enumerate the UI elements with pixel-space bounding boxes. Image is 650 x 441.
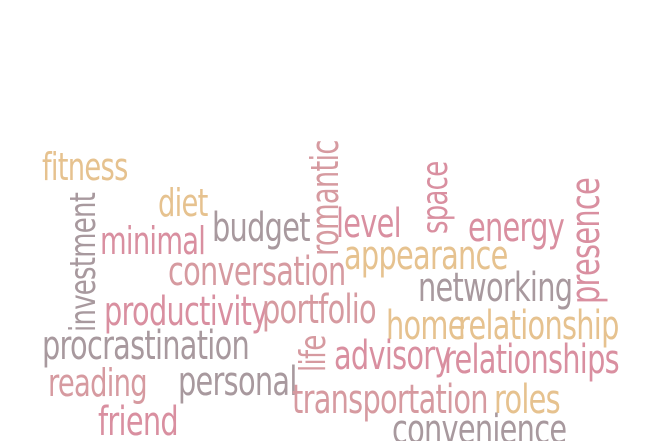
word-conversation: conversation <box>168 249 346 295</box>
word-home: home <box>386 303 465 349</box>
word-budget: budget <box>212 205 311 251</box>
word-portfolio: portfolio <box>262 287 377 333</box>
word-appearance: appearance <box>344 233 508 279</box>
word-networking: networking <box>418 265 573 311</box>
word-life: life <box>293 335 334 372</box>
word-level: level <box>336 201 402 247</box>
word-investment: investment <box>63 192 104 332</box>
word-transportation: transportation <box>292 377 489 423</box>
word-energy: energy <box>468 205 565 251</box>
word-friend: friend <box>98 399 179 441</box>
word-personal: personal <box>178 359 297 405</box>
word-advisory: advisory <box>334 333 451 379</box>
word-relationships: relationships <box>444 337 620 383</box>
word-roles: roles <box>494 377 561 423</box>
word-space: space <box>415 161 456 234</box>
word-reading: reading <box>48 361 148 405</box>
word-procrastination: procrastination <box>42 323 250 369</box>
word-convenience: convenience <box>392 407 567 441</box>
word-minimal: minimal <box>100 219 206 263</box>
word-productivity: productivity <box>104 289 268 335</box>
word-relationship: relationship <box>458 303 619 349</box>
word-diet: diet <box>158 181 208 225</box>
word-fitness: fitness <box>42 145 128 189</box>
